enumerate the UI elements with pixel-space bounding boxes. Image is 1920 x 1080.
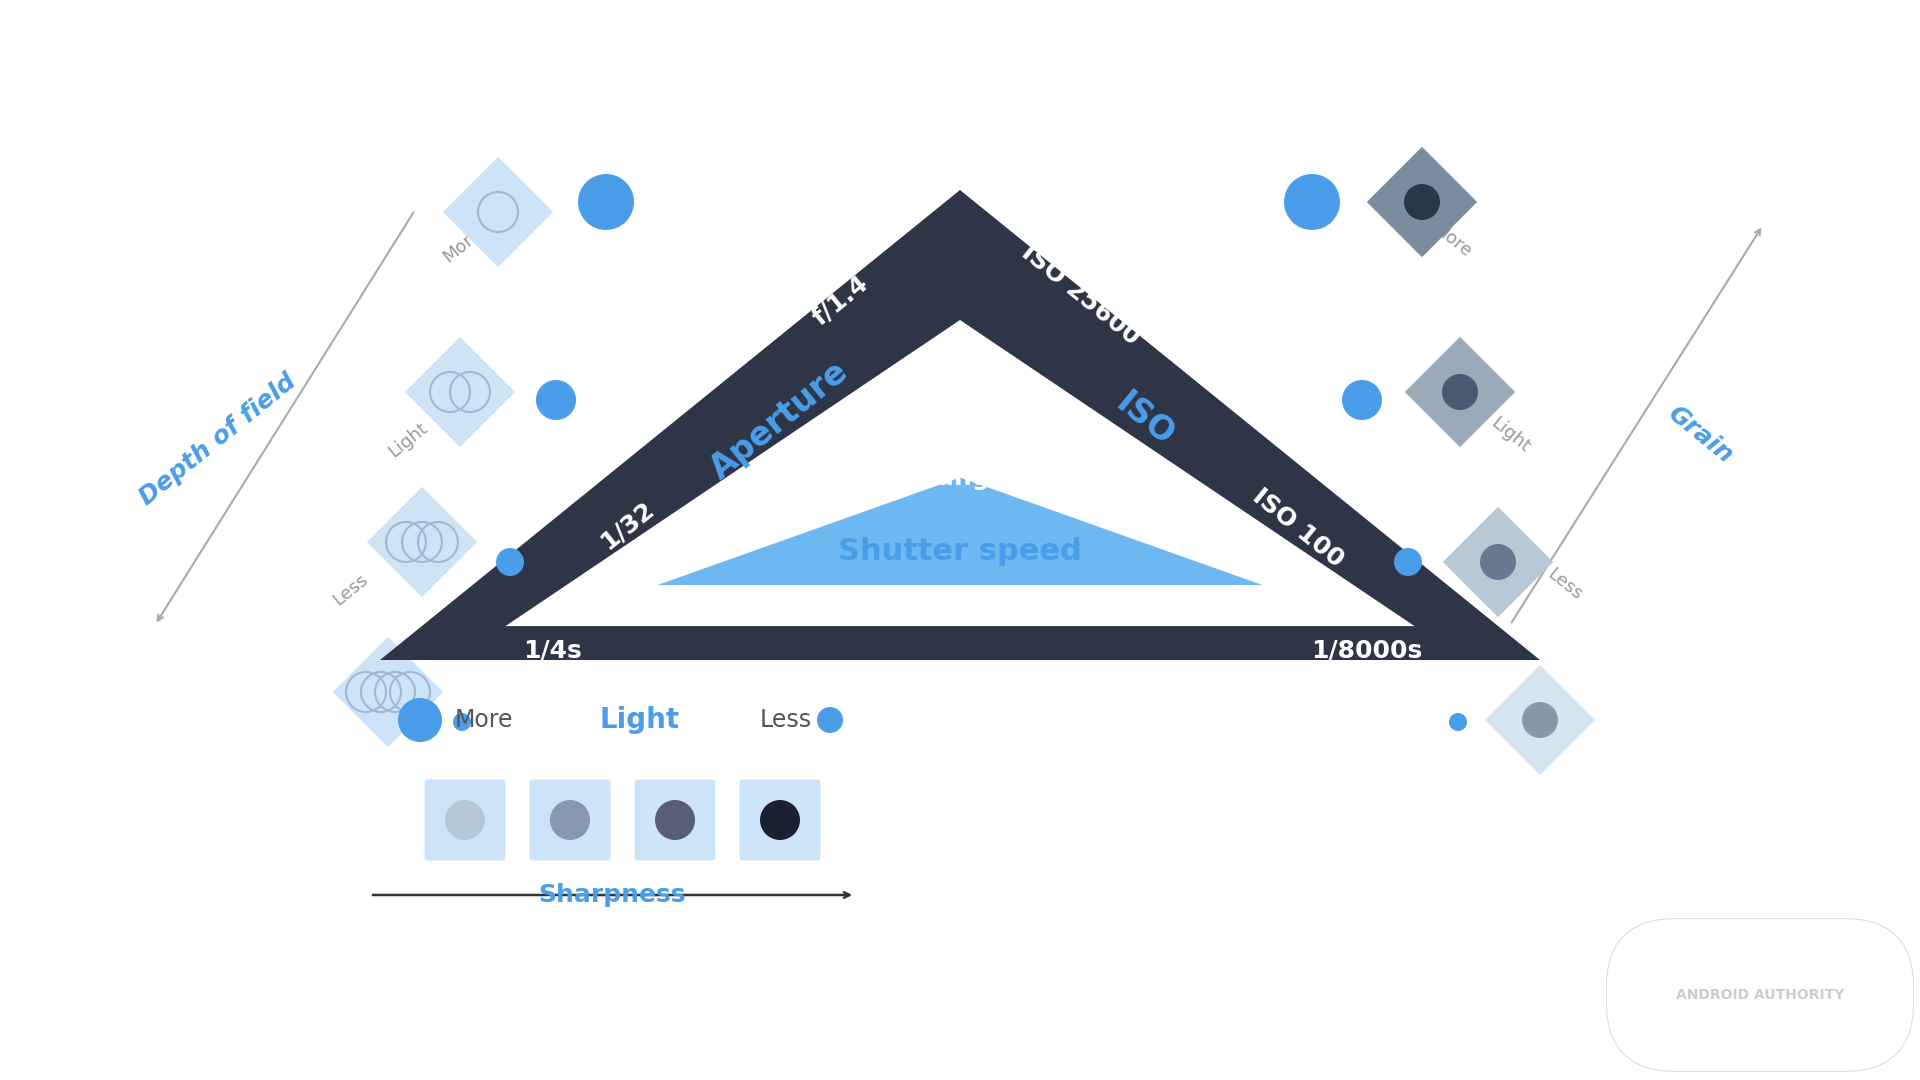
Text: Depth of field: Depth of field [134,369,301,511]
Text: More: More [1428,219,1475,261]
Polygon shape [332,637,444,747]
Text: Sharpness: Sharpness [538,883,685,907]
Text: ISO 100: ISO 100 [1248,484,1348,572]
Polygon shape [1484,665,1596,775]
FancyBboxPatch shape [739,780,820,861]
Text: ANDROID AUTHORITY: ANDROID AUTHORITY [1676,988,1845,1002]
Circle shape [1523,702,1557,738]
Polygon shape [1442,507,1553,617]
Text: Less: Less [760,708,812,732]
Polygon shape [367,487,478,597]
Text: f/1.4: f/1.4 [808,270,872,329]
Circle shape [397,698,442,742]
FancyBboxPatch shape [424,780,505,861]
Circle shape [655,800,695,840]
Text: Light: Light [1486,414,1532,456]
Circle shape [549,800,589,840]
Circle shape [536,380,576,420]
Text: Less: Less [328,570,371,609]
Circle shape [818,707,843,733]
FancyBboxPatch shape [530,780,611,861]
Text: Light: Light [384,419,432,461]
Circle shape [1442,374,1478,410]
Circle shape [1404,184,1440,220]
Text: Aperture: Aperture [705,354,856,486]
Circle shape [445,800,486,840]
Text: the
exposure
triangle: the exposure triangle [895,400,1025,490]
Text: Grain: Grain [1663,402,1738,469]
Text: 1/8000s: 1/8000s [1311,638,1423,662]
Circle shape [1450,713,1467,731]
Text: Less: Less [1544,566,1586,605]
Polygon shape [444,157,553,267]
Text: Shutter speed: Shutter speed [839,538,1081,567]
Circle shape [1394,548,1423,576]
Text: 1/32: 1/32 [595,497,659,554]
Polygon shape [380,190,1540,660]
Text: More: More [455,708,513,732]
Circle shape [760,800,801,840]
Text: Light: Light [599,706,680,734]
Polygon shape [1405,337,1515,447]
Polygon shape [405,337,515,447]
Text: ISO: ISO [1110,387,1181,454]
FancyBboxPatch shape [634,780,716,861]
Circle shape [1342,380,1382,420]
Polygon shape [1367,147,1476,257]
Circle shape [495,548,524,576]
Circle shape [1284,174,1340,230]
Polygon shape [657,477,1263,585]
Text: 1/4s: 1/4s [524,638,582,662]
Circle shape [1480,544,1517,580]
Text: More: More [440,224,486,266]
Circle shape [578,174,634,230]
Circle shape [453,713,470,731]
Text: ISO 25600: ISO 25600 [1016,240,1144,350]
Polygon shape [505,320,1415,626]
